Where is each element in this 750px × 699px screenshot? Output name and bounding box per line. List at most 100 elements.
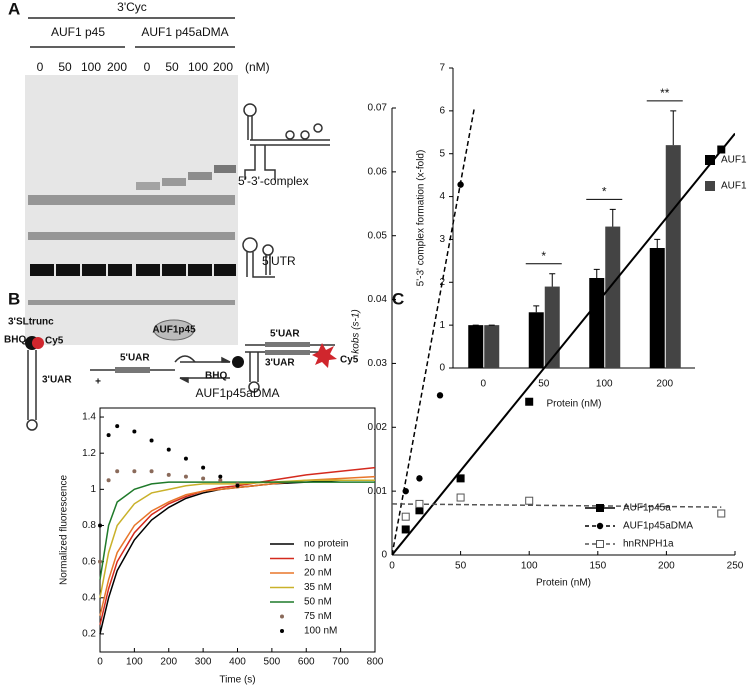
x-tick-label: 800 — [367, 657, 384, 668]
bar — [589, 278, 605, 368]
lane-label: 50 — [165, 60, 179, 74]
legend-marker — [596, 522, 604, 530]
error-bar — [670, 110, 677, 146]
data-point — [416, 475, 423, 482]
error-bar — [549, 273, 556, 287]
diagram-label: Cy5 — [340, 355, 359, 366]
legend-label: hnRNPH1a — [623, 539, 674, 550]
band-label: 5'-3'-complex — [238, 174, 309, 188]
panel-label: A — [8, 0, 20, 18]
plot-frame — [99, 407, 376, 653]
diagram-label: 3'UAR — [265, 358, 295, 369]
x-tick-label: 500 — [264, 657, 281, 668]
legend-marker — [596, 504, 604, 512]
x-axis-label: Protein (nM) — [536, 578, 591, 589]
gel-main-bands — [30, 264, 236, 276]
chart-title: AUF1p45aDMA — [195, 386, 279, 400]
gel-title: 3'Cyc — [117, 0, 147, 14]
fit-line — [392, 503, 722, 508]
legend-label: 35 nM — [304, 582, 332, 593]
data-point — [115, 424, 120, 429]
gel-complex-bands — [136, 165, 236, 190]
y-tick-label: 1.4 — [82, 412, 96, 423]
legend-swatch — [705, 155, 715, 165]
lane-label: 0 — [37, 60, 44, 74]
diagram-label: BHQ — [205, 371, 227, 382]
data-point — [401, 525, 410, 534]
y-axis-label: Normalized fluorescence — [59, 475, 70, 585]
gel-bands — [28, 195, 235, 305]
bar — [665, 145, 681, 368]
diagram-label: Cy5 — [45, 336, 64, 347]
gel-brackets — [28, 17, 235, 48]
data-line — [99, 479, 375, 598]
significance-label: * — [541, 249, 546, 263]
x-tick-label: 50 — [538, 379, 550, 390]
legend-marker — [596, 540, 604, 548]
data-point — [149, 469, 154, 474]
y-tick-label: 1 — [439, 320, 445, 331]
data-point — [436, 392, 444, 399]
y-tick-label: 3 — [439, 234, 445, 245]
data-point — [183, 474, 188, 479]
y-axis-label: 5'-3' complex formation (x-fold) — [416, 150, 427, 287]
x-tick-label: 100 — [596, 379, 613, 390]
legend-swatch — [280, 614, 284, 619]
x-tick-label: 50 — [455, 561, 467, 572]
data-point — [166, 447, 171, 452]
data-point — [166, 472, 171, 477]
x-tick-label: 150 — [589, 561, 606, 572]
data-point — [115, 469, 120, 474]
fit-line — [392, 108, 476, 555]
bar — [544, 286, 560, 368]
legend-label: 20 nM — [304, 568, 332, 579]
y-tick-label: 0.6 — [82, 556, 96, 567]
y-tick-label: 5 — [439, 148, 445, 159]
data-point — [717, 509, 726, 518]
diagram-shapes — [26, 342, 335, 431]
cy5-dot — [32, 337, 44, 349]
y-tick-label: 0.2 — [82, 629, 96, 640]
y-tick-label: 2 — [439, 277, 445, 288]
y-tick-label: 0.4 — [82, 592, 96, 603]
x-tick-label: 300 — [195, 657, 212, 668]
diagram-label: 3'SLtrunc — [8, 317, 54, 328]
diagram-label: BHQ — [4, 335, 26, 346]
rna-structures — [242, 103, 330, 278]
bar — [484, 325, 500, 368]
y-tick-label: 0.8 — [82, 520, 96, 531]
bar — [468, 325, 484, 368]
y-tick-label: 1 — [90, 484, 96, 495]
data-point — [457, 181, 464, 188]
diagram-label: 3'UAR — [42, 375, 72, 386]
data-line — [99, 479, 375, 635]
cy5-star — [312, 343, 337, 368]
band-label: 5'UTR — [262, 254, 296, 268]
legend-swatch — [280, 629, 284, 633]
y-tick-label: 0.06 — [368, 166, 388, 177]
lane-label: 100 — [188, 60, 208, 74]
x-tick-label: 250 — [727, 561, 744, 572]
error-bar — [654, 238, 661, 248]
bhq-dot — [232, 356, 244, 368]
x-tick-label: 200 — [658, 561, 675, 572]
data-point — [525, 496, 534, 505]
data-point — [132, 469, 137, 474]
data-point — [525, 397, 534, 406]
legend-swatch — [705, 181, 715, 191]
legend-label: no protein — [304, 539, 348, 550]
y-tick-label: 0 — [439, 363, 445, 374]
lane-label: 200 — [107, 60, 127, 74]
legend-label: AUF1 p45aDMA — [721, 181, 750, 192]
y-axis-label: kobs (s-1) — [351, 309, 362, 353]
gel-group: AUF1 p45 — [51, 25, 105, 39]
lane-label: 100 — [81, 60, 101, 74]
data-point — [456, 474, 465, 483]
data-point — [401, 512, 410, 521]
y-tick-label: 0.03 — [368, 358, 388, 369]
legend-label: AUF1p45a — [623, 503, 671, 514]
x-tick-label: 0 — [97, 657, 103, 668]
data-line — [99, 466, 376, 626]
data-point — [402, 487, 409, 495]
error-bar — [533, 305, 540, 313]
